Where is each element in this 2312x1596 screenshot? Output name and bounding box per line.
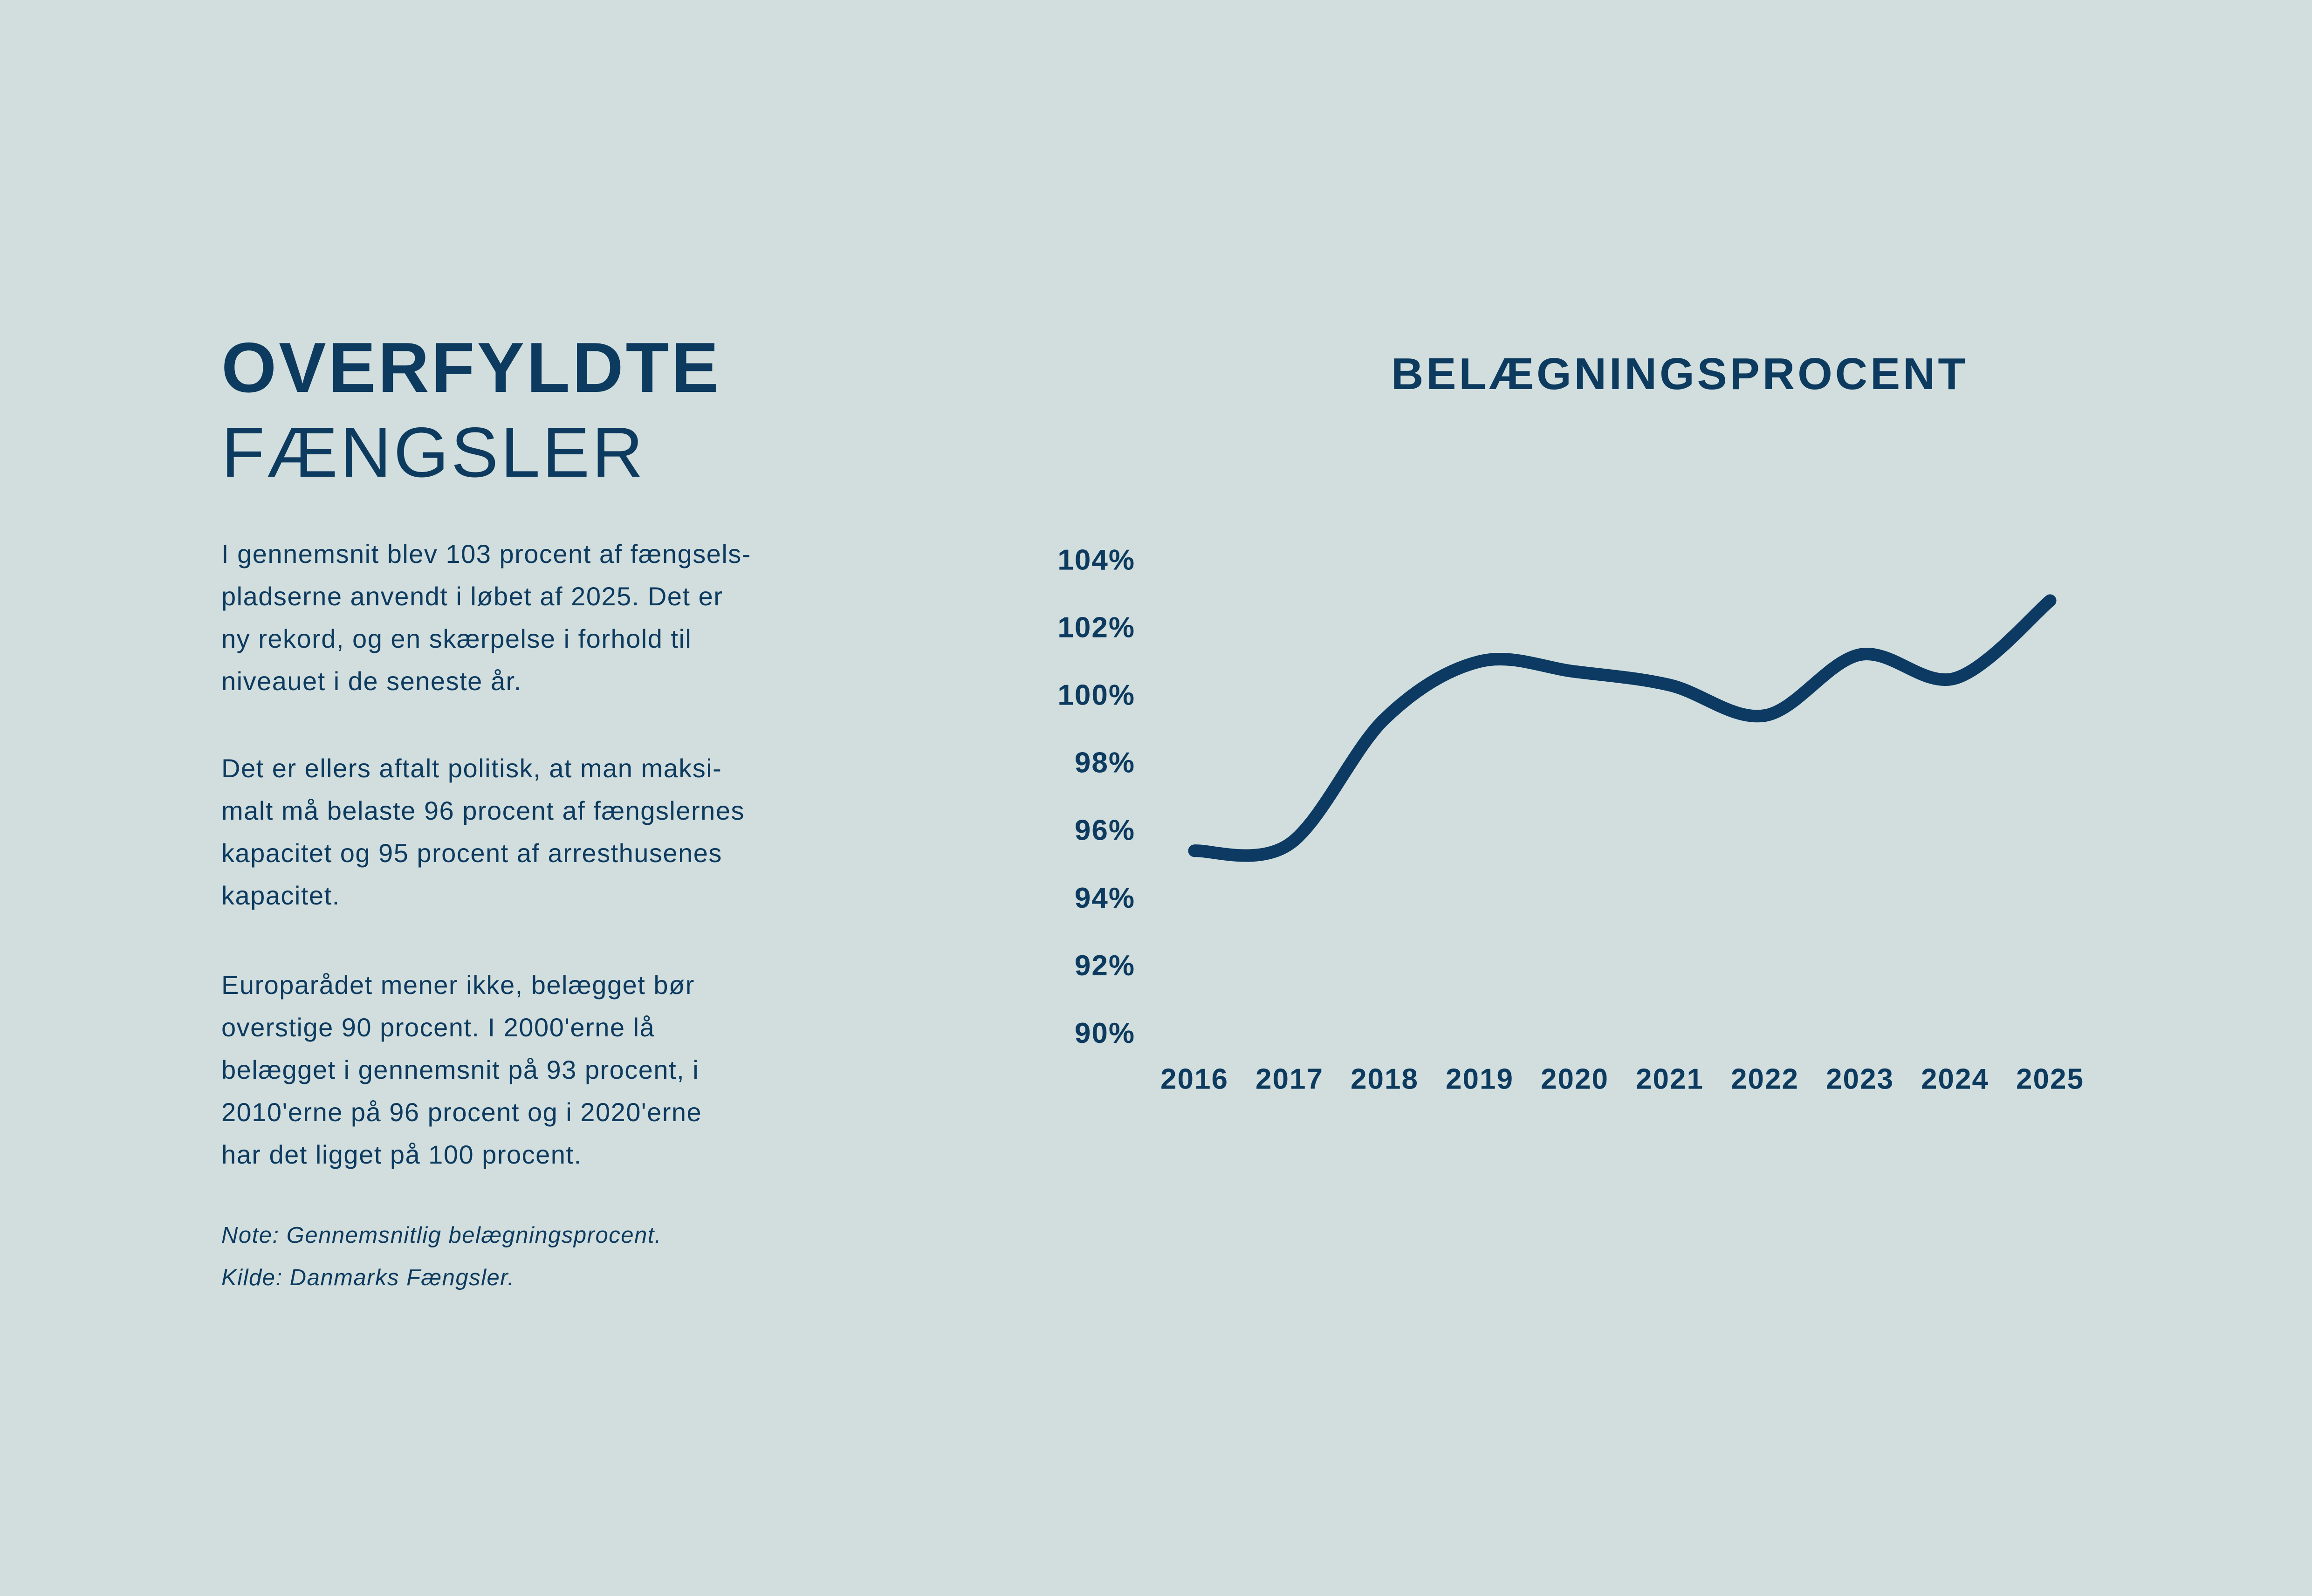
paragraph-council-of-europe: Europarådet mener ikke, belægget bør ove…: [221, 970, 702, 1169]
x-axis-label: 2020: [1541, 1063, 1609, 1096]
chart-title: BELÆGNINGSPROCENT: [1391, 349, 1969, 399]
x-axis-label: 2023: [1826, 1063, 1894, 1096]
y-axis-label: 100%: [1057, 679, 1135, 712]
x-axis-label: 2024: [1921, 1063, 1989, 1096]
paragraph-political-limit: Det er ellers aftalt politisk, at man ma…: [221, 753, 745, 910]
y-axis-label: 92%: [1075, 950, 1135, 982]
x-axis-label: 2025: [2016, 1063, 2084, 1096]
page-title: OVERFYLDTE FÆNGSLER: [221, 325, 721, 495]
x-axis-label: 2016: [1160, 1063, 1228, 1096]
y-axis-label: 104%: [1057, 544, 1135, 576]
page-title-line1: OVERFYLDTE: [221, 328, 721, 407]
x-axis-label: 2019: [1446, 1063, 1514, 1096]
y-axis-label: 90%: [1075, 1017, 1135, 1049]
note-and-source: Note: Gennemsnitlig belægningsprocent. K…: [221, 1223, 662, 1290]
y-axis-label: 94%: [1075, 882, 1135, 914]
y-axis-label: 96%: [1075, 815, 1135, 847]
occupancy-line: [1188, 594, 2057, 862]
y-axis-label: 102%: [1057, 611, 1135, 644]
x-axis-label: 2018: [1351, 1063, 1419, 1096]
y-axis-label: 98%: [1075, 747, 1135, 779]
x-axis-label: 2021: [1636, 1063, 1704, 1096]
x-axis-label: 2022: [1731, 1063, 1799, 1096]
page-title-line2: FÆNGSLER: [221, 413, 645, 492]
paragraph-record-2025: I gennemsnit blev 103 procent af fængsel…: [221, 539, 751, 696]
x-axis-label: 2017: [1255, 1063, 1324, 1096]
